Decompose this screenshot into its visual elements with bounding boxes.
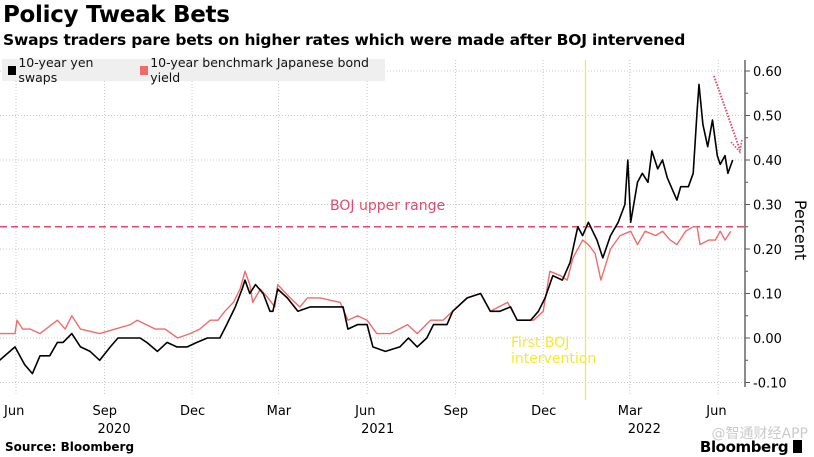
x-year-label: 2022	[628, 422, 661, 437]
x-year-label: 2020	[98, 422, 131, 437]
chart-title: Policy Tweak Bets	[3, 2, 230, 28]
y-axis-label: Percent	[791, 200, 810, 260]
brand-text: Bloomberg	[699, 438, 789, 456]
intervention-label-line2: intervention	[511, 351, 596, 367]
x-tick-label: Sep	[93, 404, 118, 419]
x-tick-label: Dec	[180, 404, 205, 419]
series-group	[0, 83, 734, 375]
x-tick-label: Dec	[531, 404, 556, 419]
legend: 10-year yen swaps 10-year benchmark Japa…	[2, 55, 385, 85]
legend-label-bond-yield: 10-year benchmark Japanese bond yield	[150, 55, 369, 85]
x-tick-label: Jun	[705, 404, 726, 419]
y-tick-label: 0.00	[753, 332, 782, 347]
legend-label-swaps: 10-year yen swaps	[18, 55, 94, 85]
legend-swatch-swaps	[8, 65, 17, 75]
y-axis: 0.60 0.50 0.40 0.30 0.20 0.10 0.00 -0.10	[744, 60, 787, 392]
source-note: Source: Bloomberg	[5, 440, 135, 454]
x-tick-label: Sep	[444, 404, 469, 419]
y-tick-label: -0.10	[753, 377, 787, 392]
y-tick-label: 0.30	[753, 199, 782, 214]
bloomberg-chart-icon	[793, 440, 802, 453]
y-tick-label: 0.10	[753, 288, 782, 303]
chart-subtitle: Swaps traders pare bets on higher rates …	[3, 31, 686, 49]
series-line-jgb-yield	[0, 226, 732, 339]
downward-arrow-icon	[713, 75, 743, 154]
intervention-label-line1: First BOJ	[511, 335, 569, 351]
watermark: @智通财经APP	[711, 426, 808, 442]
x-tick-label: Mar	[618, 404, 643, 419]
y-tick-label: 0.20	[753, 243, 782, 258]
y-tick-label: 0.60	[753, 65, 782, 80]
x-year-label: 2021	[361, 422, 394, 437]
x-tick-label: Mar	[267, 404, 292, 419]
x-tick-label: Jun	[3, 404, 24, 419]
bloomberg-logo: Bloomberg	[700, 438, 802, 456]
x-axis: Jun Sep 2020 Dec Mar Jun 2021 Sep Dec Mar 2022 Jun	[3, 404, 727, 437]
y-tick-label: 0.40	[753, 154, 782, 169]
y-tick-label: 0.50	[753, 110, 782, 125]
gridlines	[0, 60, 745, 395]
boj-upper-range-label: BOJ upper range	[330, 198, 445, 214]
x-tick-label: Jun	[354, 404, 375, 419]
series-line-yen-swaps	[0, 83, 734, 375]
legend-swatch-bond-yield	[139, 65, 149, 75]
